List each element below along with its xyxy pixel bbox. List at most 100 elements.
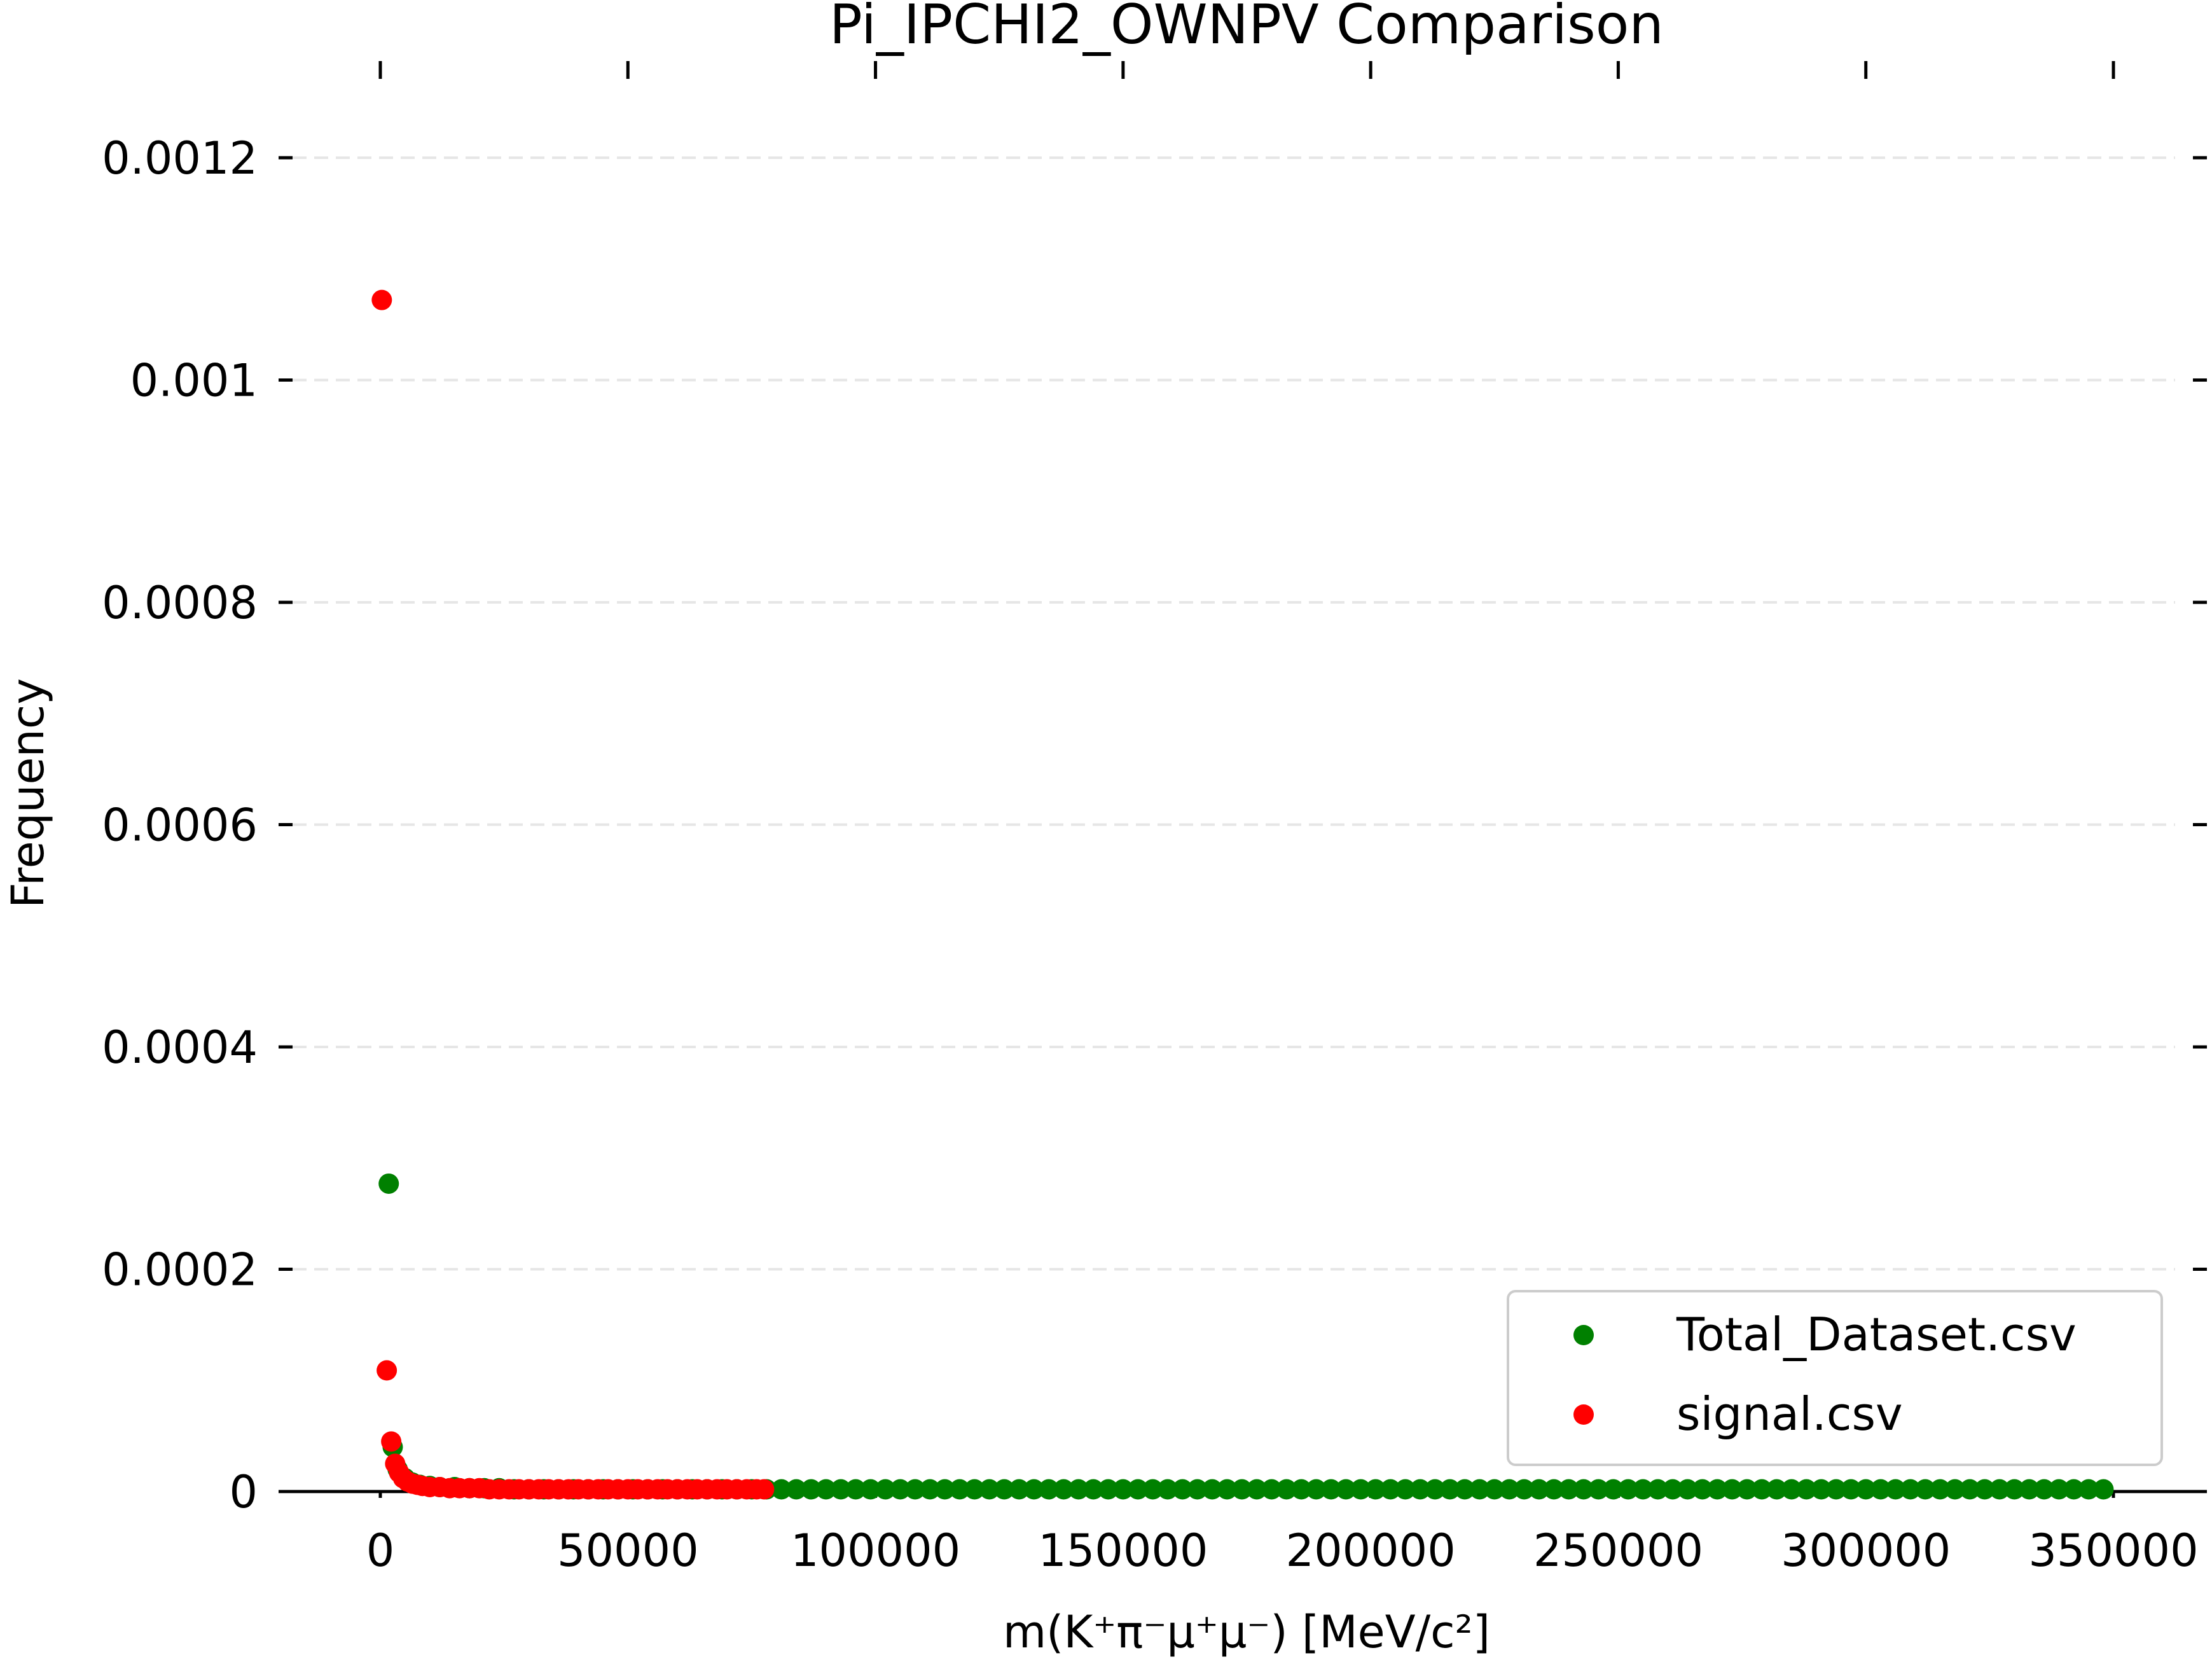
data-point [1989, 1479, 2010, 1500]
data-point [1841, 1479, 1862, 1500]
data-point [1469, 1479, 1490, 1500]
axis-ticks [279, 61, 2207, 1498]
data-point [771, 1479, 792, 1500]
data-point [1944, 1479, 1965, 1500]
data-point [1781, 1479, 1802, 1500]
data-point [1276, 1479, 1297, 1500]
data-point [1157, 1479, 1178, 1500]
data-point [1128, 1479, 1149, 1500]
data-point [1172, 1479, 1193, 1500]
x-tick-label: 350000 [2028, 1525, 2198, 1577]
data-point [1306, 1479, 1327, 1500]
data-point [1039, 1479, 1060, 1500]
series-signal [371, 289, 775, 1500]
data-point [1930, 1479, 1951, 1500]
data-point [1439, 1479, 1460, 1500]
data-point [1068, 1479, 1089, 1500]
data-point [1410, 1479, 1430, 1500]
data-point [1365, 1479, 1386, 1500]
data-point [1885, 1479, 1906, 1500]
data-point [1247, 1479, 1268, 1500]
data-point [1633, 1479, 1654, 1500]
data-point [1484, 1479, 1505, 1500]
data-point [2034, 1479, 2054, 1500]
data-point [1142, 1479, 1163, 1500]
y-tick-label: 0.0004 [102, 1021, 258, 1074]
y-tick-label: 0.001 [130, 355, 258, 407]
legend: Total_Dataset.csv signal.csv [1507, 1290, 2163, 1466]
data-point [1826, 1479, 1846, 1500]
data-point [1811, 1479, 1832, 1500]
data-point [1974, 1479, 1995, 1500]
data-point [949, 1479, 970, 1500]
data-point [979, 1479, 1000, 1500]
data-point [786, 1479, 806, 1500]
data-point [2004, 1479, 2025, 1500]
legend-label-signal: signal.csv [1676, 1387, 1903, 1441]
data-point [1499, 1479, 1520, 1500]
data-point [1395, 1479, 1416, 1500]
data-point [831, 1479, 852, 1500]
data-point [1023, 1479, 1044, 1500]
data-point [1960, 1479, 1980, 1500]
data-point [1870, 1479, 1891, 1500]
data-point [845, 1479, 866, 1500]
data-point [1514, 1479, 1535, 1500]
data-point [1291, 1479, 1312, 1500]
data-point [1618, 1479, 1638, 1500]
legend-label-total-dataset: Total_Dataset.csv [1676, 1308, 2077, 1361]
data-point [1455, 1479, 1476, 1500]
data-point [1425, 1479, 1446, 1500]
data-point [1677, 1479, 1698, 1500]
data-point [801, 1479, 822, 1500]
data-point [1707, 1479, 1728, 1500]
chart-title: Pi_IPCHI2_OWNPV Comparison [829, 0, 1664, 57]
data-point [1558, 1479, 1579, 1500]
y-axis-label: Frequency [2, 678, 54, 908]
y-tick-label: 0.0006 [102, 800, 258, 852]
legend-box [1507, 1290, 2163, 1466]
data-point [1766, 1479, 1787, 1500]
data-point [381, 1431, 402, 1452]
data-point [1544, 1479, 1565, 1500]
data-point [1336, 1479, 1357, 1500]
data-point [904, 1479, 925, 1500]
data-point [1187, 1479, 1208, 1500]
data-point [1573, 1479, 1594, 1500]
data-point [1722, 1479, 1743, 1500]
x-tick-label: 100000 [791, 1525, 960, 1577]
data-point [371, 289, 392, 310]
data-point [1528, 1479, 1549, 1500]
data-point [1112, 1479, 1133, 1500]
data-point [1350, 1479, 1371, 1500]
y-tick-label: 0 [229, 1466, 258, 1518]
data-point [1662, 1479, 1683, 1500]
data-point [1261, 1479, 1282, 1500]
data-point [1202, 1479, 1222, 1500]
data-point [1588, 1479, 1609, 1500]
data-point [377, 1360, 397, 1381]
grid-lines [293, 156, 2175, 1271]
data-point [994, 1479, 1014, 1500]
data-point [1796, 1479, 1817, 1500]
data-point [875, 1479, 896, 1500]
data-point [1692, 1479, 1713, 1500]
legend-marker-total-dataset [1573, 1325, 1594, 1345]
data-point [754, 1479, 775, 1500]
data-point [1320, 1479, 1341, 1500]
data-point [934, 1479, 955, 1500]
data-point [890, 1479, 911, 1500]
data-point [964, 1479, 985, 1500]
data-point [1603, 1479, 1624, 1500]
data-point [2019, 1479, 2040, 1500]
data-point [815, 1479, 836, 1500]
data-point [920, 1479, 941, 1500]
data-points [371, 289, 2114, 1500]
data-point [2093, 1479, 2114, 1500]
x-tick-label: 150000 [1038, 1525, 1208, 1577]
x-tick-label: 300000 [1781, 1525, 1951, 1577]
data-point [2078, 1479, 2099, 1500]
data-point [1098, 1479, 1119, 1500]
x-axis-label: m(K⁺π⁻μ⁺μ⁻) [MeV/c²] [1003, 1606, 1490, 1658]
